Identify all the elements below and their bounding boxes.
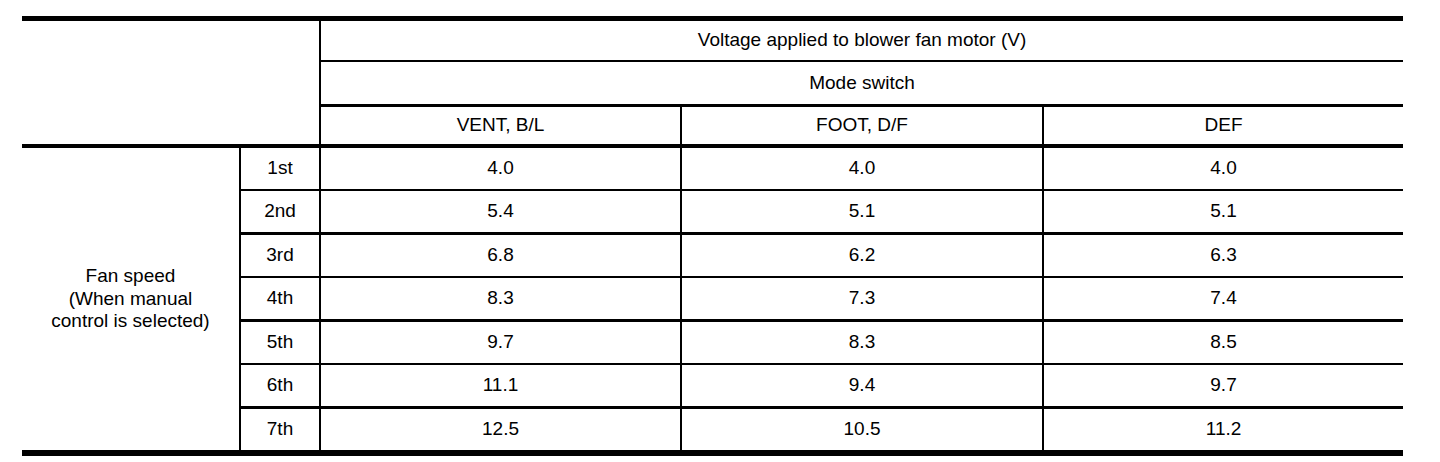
voltage-title-cell: Voltage applied to blower fan motor (V) xyxy=(320,19,1403,62)
speed-cell: 5th xyxy=(240,321,320,365)
header-row-mode-columns: VENT, B/L FOOT, D/F DEF xyxy=(22,106,1403,147)
speed-cell: 7th xyxy=(240,408,320,454)
value-cell: 11.2 xyxy=(1043,408,1403,454)
value-cell: 5.4 xyxy=(320,190,681,234)
speed-cell: 2nd xyxy=(240,190,320,234)
value-cell: 11.1 xyxy=(320,364,681,408)
speed-cell: 3rd xyxy=(240,234,320,278)
value-cell: 4.0 xyxy=(1043,146,1403,190)
value-cell: 4.0 xyxy=(320,146,681,190)
value-cell: 9.7 xyxy=(320,321,681,365)
value-cell: 9.4 xyxy=(681,364,1043,408)
column-header-def: DEF xyxy=(1043,106,1403,147)
value-cell: 5.1 xyxy=(1043,190,1403,234)
header-row-mode-switch: Mode switch xyxy=(22,61,1403,106)
header-spacer xyxy=(22,106,320,147)
value-cell: 6.8 xyxy=(320,234,681,278)
value-cell: 7.4 xyxy=(1043,277,1403,321)
speed-cell: 1st xyxy=(240,146,320,190)
header-spacer xyxy=(22,19,320,62)
speed-cell: 6th xyxy=(240,364,320,408)
value-cell: 4.0 xyxy=(681,146,1043,190)
column-header-foot-df: FOOT, D/F xyxy=(681,106,1043,147)
header-row-voltage: Voltage applied to blower fan motor (V) xyxy=(22,19,1403,62)
value-cell: 7.3 xyxy=(681,277,1043,321)
value-cell: 5.1 xyxy=(681,190,1043,234)
value-cell: 8.3 xyxy=(681,321,1043,365)
value-cell: 6.2 xyxy=(681,234,1043,278)
speed-cell: 4th xyxy=(240,277,320,321)
value-cell: 12.5 xyxy=(320,408,681,454)
value-cell: 8.3 xyxy=(320,277,681,321)
header-spacer xyxy=(22,61,320,106)
value-cell: 8.5 xyxy=(1043,321,1403,365)
blower-voltage-table: Voltage applied to blower fan motor (V) … xyxy=(22,16,1403,456)
table-row: Fan speed (When manual control is select… xyxy=(22,146,1403,190)
row-group-label-fan-speed: Fan speed (When manual control is select… xyxy=(22,146,240,453)
value-cell: 9.7 xyxy=(1043,364,1403,408)
mode-switch-cell: Mode switch xyxy=(320,61,1403,106)
column-header-vent-bl: VENT, B/L xyxy=(320,106,681,147)
document-page: Voltage applied to blower fan motor (V) … xyxy=(0,0,1440,462)
value-cell: 6.3 xyxy=(1043,234,1403,278)
value-cell: 10.5 xyxy=(681,408,1043,454)
